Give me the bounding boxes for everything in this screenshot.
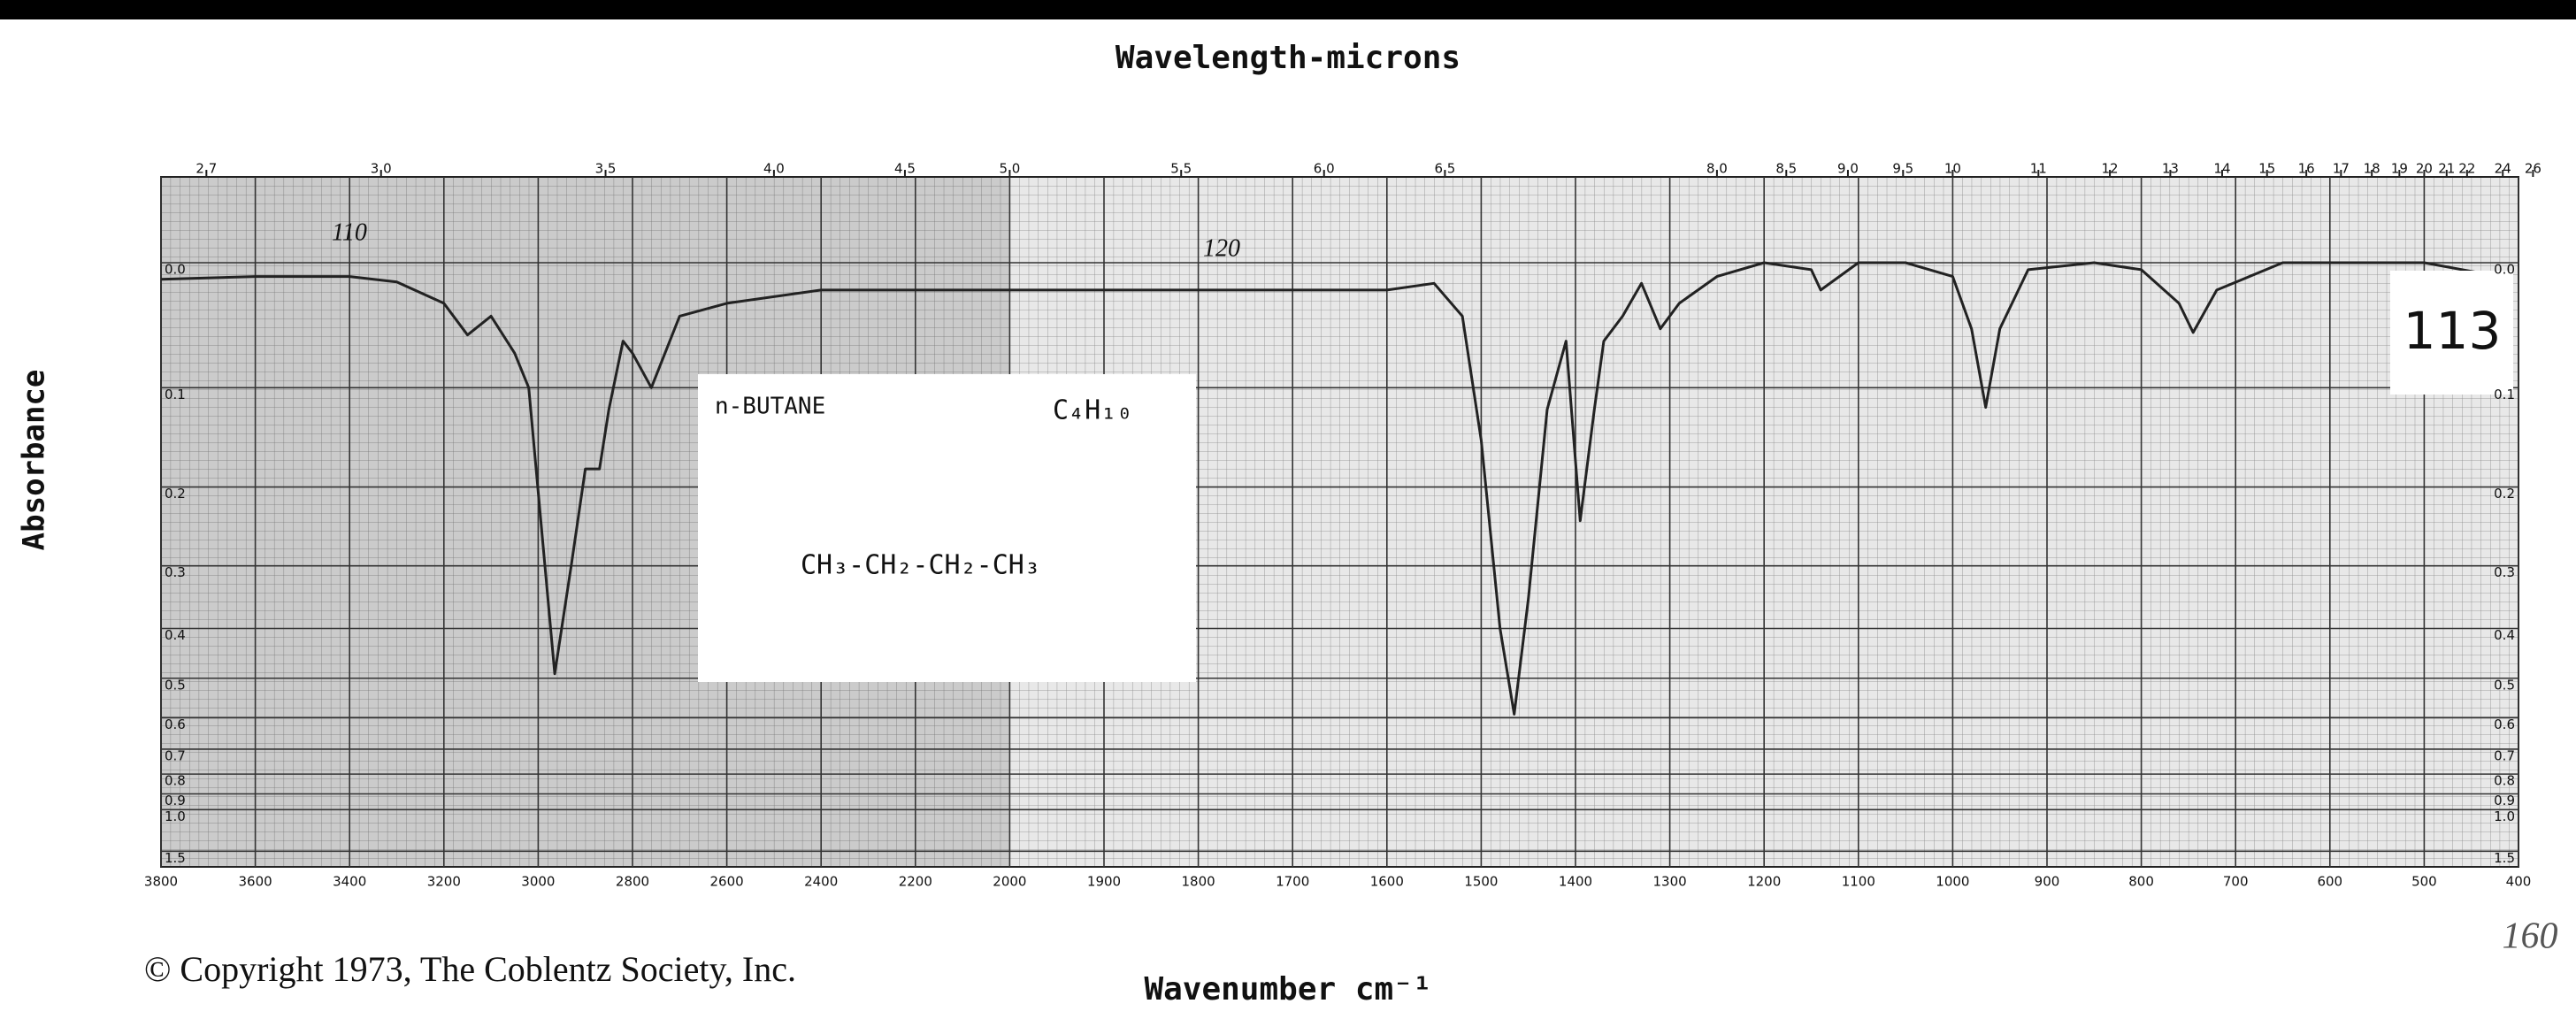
- y-axis-label: Absorbance: [17, 370, 52, 551]
- annotation: 120: [1203, 234, 1240, 262]
- x-tick-label: 400: [2506, 874, 2532, 890]
- x2-tick-label: 9.5: [1892, 161, 1913, 177]
- x-tick-label: 1200: [1747, 874, 1781, 890]
- x2-tick-label: 18: [2364, 161, 2380, 177]
- chart-title: Wavelength-microns: [1116, 40, 1460, 76]
- number-box: [2390, 271, 2513, 395]
- x-tick-label: 1000: [1936, 874, 1969, 890]
- x-tick-label: 700: [2223, 874, 2249, 890]
- y-tick-label: 0.9: [165, 793, 186, 808]
- x2-tick-label: 8.5: [1775, 161, 1797, 177]
- grid-group: [160, 170, 2534, 867]
- x2-tick-label: 14: [2213, 161, 2230, 177]
- x2-tick-label: 3.5: [595, 161, 617, 177]
- x2-tick-label: 4.5: [894, 161, 916, 177]
- y-tick-label: 0.7: [2494, 747, 2515, 763]
- annotation: 160: [2503, 916, 2558, 957]
- x2-tick-label: 12: [2102, 161, 2119, 177]
- y-tick-label: 0.9: [2494, 793, 2515, 808]
- x-tick-label: 1800: [1182, 874, 1215, 890]
- x2-tick-label: 13: [2162, 161, 2179, 177]
- y-tick-label: 1.5: [2494, 850, 2515, 866]
- compound-box: [698, 374, 1196, 682]
- x-tick-label: 1600: [1370, 874, 1404, 890]
- x-tick-label: 1100: [1842, 874, 1875, 890]
- y-tick-label: 0.2: [165, 486, 186, 502]
- marks-group: [160, 261, 2500, 716]
- y-tick-label: 1.0: [165, 808, 186, 824]
- x-tick-label: 900: [2035, 874, 2060, 890]
- compound-name: n-BUTANE: [715, 394, 825, 420]
- x2-tick-label: 16: [2298, 161, 2315, 177]
- x-tick-label: 1900: [1087, 874, 1121, 890]
- x-tick-label: 2200: [899, 874, 932, 890]
- y-tick-label: 0.5: [2494, 677, 2515, 693]
- x-tick-label: 2800: [616, 874, 649, 890]
- x-tick-label: 2000: [993, 874, 1026, 890]
- x-tick-label: 3200: [427, 874, 461, 890]
- y-tick-label: 0.1: [2494, 387, 2515, 402]
- y-tick-label: 0.3: [165, 564, 186, 580]
- x2-tick-label: 21: [2438, 161, 2455, 177]
- x2-tick-label: 10: [1944, 161, 1961, 177]
- x-tick-label: 800: [2128, 874, 2154, 890]
- x2-tick-label: 6.0: [1314, 161, 1335, 177]
- y-tick-label: 0.4: [2494, 627, 2515, 643]
- x2-tick-label: 19: [2391, 161, 2408, 177]
- x2-tick-label: 20: [2416, 161, 2433, 177]
- structure: CH₃-CH₂-CH₂-CH₃: [801, 550, 1040, 581]
- y-tick-label: 0.2: [2494, 486, 2515, 502]
- x-tick-label: 3600: [239, 874, 272, 890]
- top-bar: [0, 0, 2576, 19]
- x2-tick-label: 17: [2333, 161, 2350, 177]
- x-tick-label: 600: [2317, 874, 2342, 890]
- x-tick-label: 1400: [1559, 874, 1592, 890]
- x-tick-label: 1300: [1653, 874, 1687, 890]
- y-tick-label: 0.5: [165, 677, 186, 693]
- x2-tick-label: 22: [2458, 161, 2475, 177]
- x2-tick-label: 5.0: [999, 161, 1020, 177]
- x2-tick-label: 4.0: [763, 161, 785, 177]
- x2-tick-label: 8.0: [1706, 161, 1728, 177]
- y-tick-label: 0.7: [165, 747, 186, 763]
- x2-tick-label: 11: [2030, 161, 2047, 177]
- x-tick-label: 3400: [333, 874, 366, 890]
- y-tick-label: 0.0: [165, 262, 186, 278]
- x2-tick-label: 26: [2525, 161, 2542, 177]
- x-tick-label: 1700: [1276, 874, 1309, 890]
- y-tick-label: 0.8: [2494, 773, 2515, 789]
- x-axis-label: Wavenumber cm⁻¹: [1144, 971, 1431, 1008]
- x-tick-label: 2600: [710, 874, 744, 890]
- fine-grid: [161, 177, 2518, 867]
- x2-tick-label: 2.7: [196, 161, 217, 177]
- x2-tick-label: 24: [2495, 161, 2511, 177]
- copyright: © Copyright 1973, The Coblentz Society, …: [144, 949, 796, 989]
- y-tick-label: 1.5: [165, 850, 186, 866]
- y-tick-label: 0.8: [165, 773, 186, 789]
- x2-tick-label: 15: [2258, 161, 2275, 177]
- y-tick-label: 0.1: [165, 387, 186, 402]
- spectrum-line: [160, 261, 2500, 716]
- y-tick-label: 0.6: [2494, 716, 2515, 732]
- y-tick-label: 1.0: [2494, 808, 2515, 824]
- y-tick-label: 0.6: [165, 716, 186, 732]
- x-tick-label: 2400: [804, 874, 838, 890]
- y-tick-label: 0.4: [165, 627, 186, 643]
- x2-tick-label: 5.5: [1170, 161, 1192, 177]
- x2-tick-label: 9.0: [1837, 161, 1859, 177]
- x2-tick-label: 6.5: [1434, 161, 1455, 177]
- formula: C₄H₁₀: [1053, 395, 1132, 426]
- annotation: 110: [332, 218, 367, 246]
- x2-tick-label: 3.0: [371, 161, 392, 177]
- x-tick-label: 3000: [521, 874, 555, 890]
- x-tick-label: 3800: [144, 874, 178, 890]
- x-tick-label: 500: [2411, 874, 2437, 890]
- spectrum-number: 113: [2404, 301, 2502, 361]
- y-tick-label: 0.0: [2494, 262, 2515, 278]
- x-tick-label: 1500: [1464, 874, 1498, 890]
- y-tick-label: 0.3: [2494, 564, 2515, 580]
